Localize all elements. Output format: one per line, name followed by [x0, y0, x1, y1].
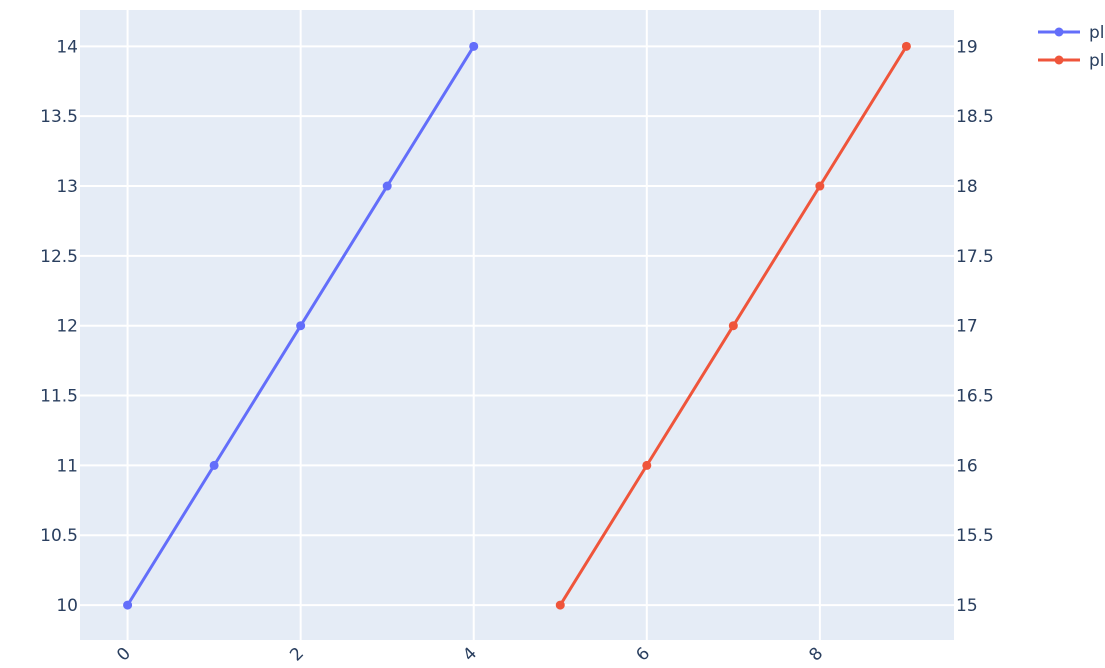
- y-left-tick-label: 10.5: [40, 526, 78, 546]
- grid: [80, 10, 954, 640]
- series-2-point: [555, 600, 565, 610]
- series-2-point: [728, 321, 738, 331]
- y-left-tick-label: 11.5: [40, 387, 78, 407]
- y-left-tick-label: 12.5: [40, 247, 78, 267]
- x-tick-label: 4: [459, 644, 481, 666]
- series-1-point: [382, 181, 392, 191]
- legend[interactable]: pl pl: [1038, 23, 1105, 71]
- series-2-point: [901, 41, 911, 51]
- y-left-tick-label: 11: [56, 456, 78, 476]
- x-tick-label: 0: [113, 644, 135, 666]
- x-tick-label: 8: [805, 644, 827, 666]
- series-2-point: [815, 181, 825, 191]
- y-right-tick-label: 17: [956, 317, 978, 337]
- y-right-tick-label: 15: [956, 596, 978, 616]
- y-left-tick-label: 13: [56, 177, 78, 197]
- series-1-point: [469, 41, 479, 51]
- legend-item-1[interactable]: pl: [1038, 23, 1105, 43]
- legend-label: pl: [1089, 23, 1105, 43]
- y-left-tick-label: 10: [56, 596, 78, 616]
- y-right-tick-label: 18: [956, 177, 978, 197]
- y-right-tick-label: 16: [956, 456, 978, 476]
- x-tick-label: 2: [286, 644, 308, 666]
- legend-item-2[interactable]: pl: [1038, 51, 1105, 71]
- legend-marker-swatch: [1054, 55, 1064, 65]
- series-2-point: [642, 460, 652, 470]
- y-left-tick-label: 13.5: [40, 107, 78, 127]
- y-right-tick-label: 17.5: [956, 247, 994, 267]
- y-right-tick-label: 16.5: [956, 387, 994, 407]
- legend-marker-swatch: [1054, 27, 1064, 37]
- legend-label: pl: [1089, 51, 1105, 71]
- y-right-tick-label: 18.5: [956, 107, 994, 127]
- series-1-point: [123, 600, 133, 610]
- series-layer: [123, 41, 911, 610]
- x-tick-label: 6: [632, 644, 654, 666]
- y-right-tick-label: 19: [956, 37, 978, 57]
- y-left-tick-label: 12: [56, 317, 78, 337]
- series-1-point: [296, 321, 306, 331]
- axis-labels: 0 2 4 6 8 10 10.5 11 11.5 12 12.5 13 13.5 14 15 15.5 16 1…: [40, 37, 994, 665]
- y-left-tick-label: 14: [56, 37, 78, 57]
- series-1-point: [209, 460, 219, 470]
- y-right-tick-label: 15.5: [956, 526, 994, 546]
